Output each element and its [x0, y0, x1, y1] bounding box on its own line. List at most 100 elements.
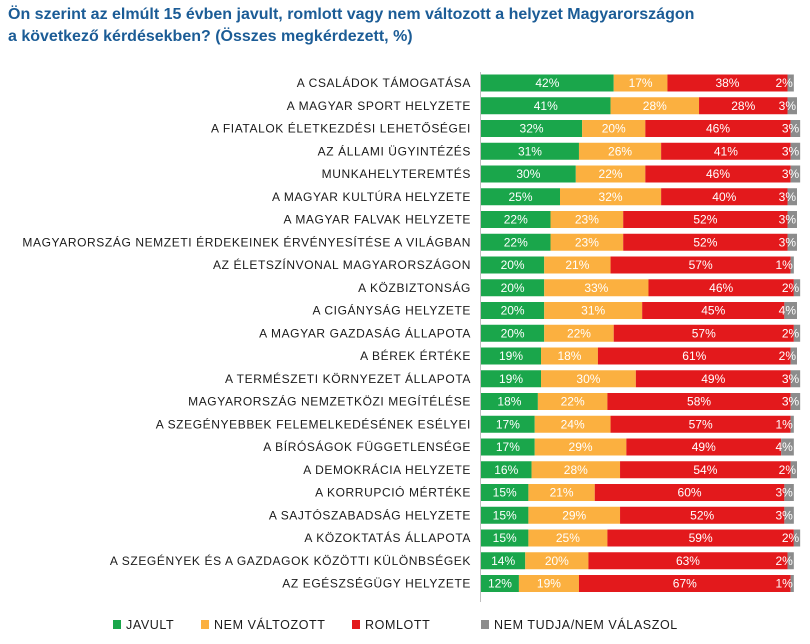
data-label: 28% — [731, 99, 755, 113]
data-label: 32% — [520, 122, 544, 136]
bar-segment — [531, 461, 621, 479]
data-label: 20% — [501, 326, 525, 340]
bar-segment — [481, 552, 526, 570]
bar-segment — [588, 552, 788, 570]
bar-segment — [534, 415, 611, 433]
legend-swatch — [352, 620, 360, 629]
bar-segment — [560, 188, 662, 206]
data-label: 2% — [782, 326, 800, 340]
data-label: 46% — [709, 281, 733, 295]
data-label: 46% — [706, 167, 730, 181]
data-label: 49% — [692, 440, 716, 454]
bar-segment — [667, 74, 788, 92]
data-label: 14% — [491, 554, 515, 568]
legend-swatch — [481, 620, 489, 629]
bar-segment — [610, 256, 791, 274]
data-label: 59% — [689, 531, 713, 545]
data-label: 30% — [576, 372, 600, 386]
bar-segment — [661, 188, 788, 206]
data-label: 21% — [550, 486, 574, 500]
category-label: A CSALÁDOK TÁMOGATÁSA — [297, 75, 471, 90]
legend-label: JAVULT — [126, 618, 174, 632]
bar-segment — [790, 575, 794, 592]
bar-segment — [790, 165, 801, 183]
bar-segment — [481, 370, 542, 388]
data-label: 3% — [782, 144, 800, 158]
bar-segment — [790, 256, 794, 274]
data-label: 2% — [779, 349, 797, 363]
bar-segment — [790, 461, 797, 479]
category-label: A SAJTÓSZABADSÁG HELYZETE — [269, 507, 471, 522]
bar-segment — [481, 279, 545, 297]
data-label: 25% — [556, 531, 580, 545]
bar-segment — [481, 324, 545, 342]
data-label: 40% — [712, 190, 736, 204]
bar-segment — [781, 438, 794, 456]
bar-segment — [620, 506, 785, 524]
category-label: A TERMÉSZETI KÖRNYEZET ÁLLAPOTA — [225, 371, 471, 386]
bar-segment — [790, 347, 797, 365]
data-label: 3% — [782, 167, 800, 181]
bar-segment — [787, 233, 797, 251]
data-label: 17% — [496, 440, 520, 454]
bar-segment — [790, 393, 801, 410]
bar-segment — [787, 97, 797, 115]
data-label: 2% — [775, 76, 793, 90]
data-label: 19% — [499, 372, 523, 386]
category-label: A FIATALOK ÉLETKEZDÉSI LEHETŐSÉGEI — [211, 121, 471, 136]
data-label: 41% — [534, 99, 558, 113]
data-label: 3% — [775, 486, 793, 500]
bar-segment — [787, 552, 794, 570]
data-label: 2% — [782, 281, 800, 295]
category-label: A MAGYAR FALVAK HELYZETE — [283, 213, 471, 227]
data-label: 31% — [581, 304, 605, 318]
category-label: A SZEGÉNYEK ÉS A GAZDAGOK KÖZÖTTI KÜLÖNB… — [110, 553, 471, 568]
bar-segment — [481, 302, 545, 319]
bar-segment — [481, 529, 529, 547]
bar-segment — [793, 529, 801, 547]
bar-segment — [623, 233, 788, 251]
data-label: 4% — [775, 440, 793, 454]
bar-segment — [790, 415, 794, 433]
category-label: A BÉREK ÉRTÉKE — [360, 348, 471, 363]
data-label: 28% — [564, 463, 588, 477]
bar-segment — [481, 484, 529, 501]
bar-segment — [550, 233, 624, 251]
category-label: A BÍRÓSÁGOK FÜGGETLENSÉGE — [263, 439, 471, 454]
category-label: MAGYARORSZÁG NEMZETKÖZI MEGÍTÉLÉSE — [188, 394, 471, 409]
bar-segment — [481, 438, 535, 456]
legend-swatch — [201, 620, 209, 629]
bar-segment — [784, 506, 794, 524]
bar-segment — [626, 438, 782, 456]
category-label: A MAGYAR GAZDASÁG ÁLLAPOTA — [259, 325, 471, 340]
bar-segment — [481, 120, 583, 137]
data-label: 3% — [779, 235, 797, 249]
bar-segment — [607, 393, 791, 410]
data-label: 20% — [545, 554, 569, 568]
bar-segment — [481, 347, 542, 365]
data-label: 25% — [508, 190, 532, 204]
data-label: 1% — [775, 577, 793, 591]
bar-segment — [481, 233, 551, 251]
bar-segment — [541, 347, 598, 365]
legend: JAVULT NEM VÁLTOZOTT ROMLOTT NEM TUDJA/NEM … — [113, 617, 677, 632]
bar-segment — [481, 575, 519, 592]
bar-segment — [481, 74, 614, 92]
data-label: 20% — [501, 258, 525, 272]
data-label: 3% — [779, 99, 797, 113]
category-label: MAGYARORSZÁG NEMZETI ÉRDEKEINEK ÉRVÉNYES… — [22, 234, 471, 249]
category-labels: A CSALÁDOK TÁMOGATÁSA A MAGYAR SPORT HELY… — [22, 75, 471, 591]
bar-segment — [635, 370, 791, 388]
bar-segment — [787, 211, 797, 228]
data-label: 28% — [643, 99, 667, 113]
bar-segment — [784, 484, 794, 501]
legend-label: ROMLOTT — [365, 618, 430, 632]
category-label: A KORRUPCIÓ MÉRTÉKE — [315, 485, 471, 500]
bar-segment — [578, 575, 791, 592]
data-label: 57% — [689, 258, 713, 272]
bar-segment — [481, 256, 545, 274]
data-label: 22% — [504, 213, 528, 227]
data-label: 22% — [599, 167, 623, 181]
data-label: 3% — [779, 190, 797, 204]
bar-segment — [481, 393, 538, 410]
